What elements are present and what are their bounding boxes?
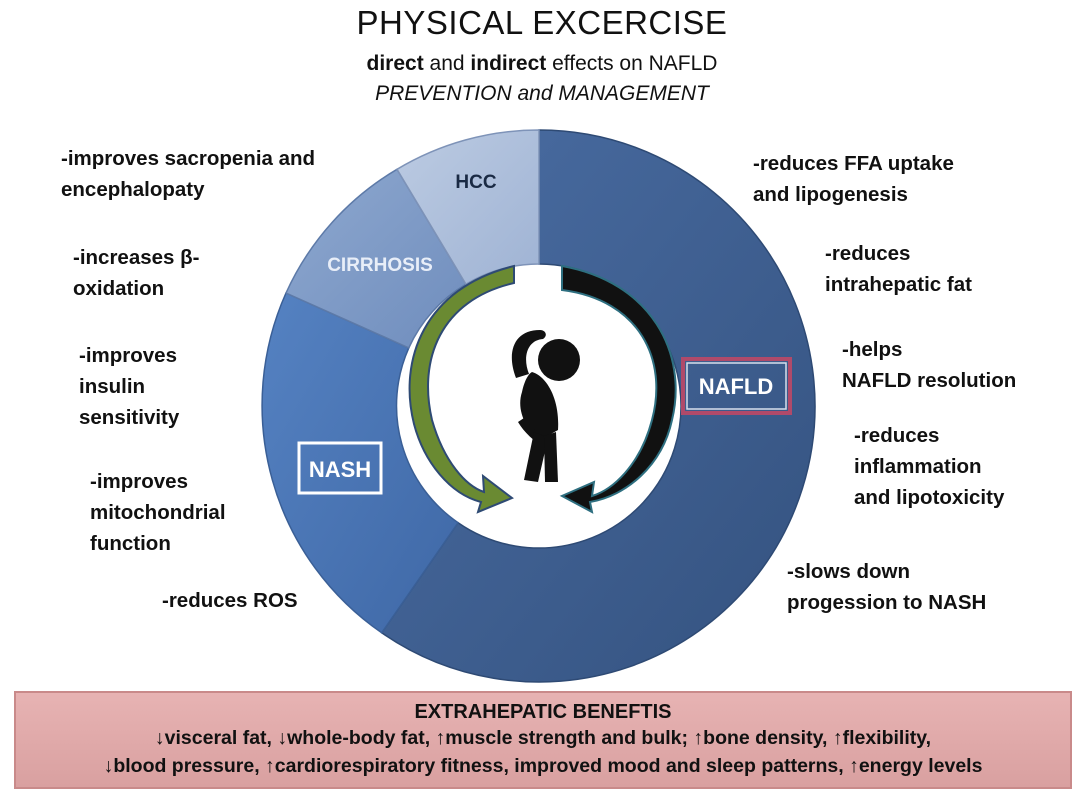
note-line: encephalopaty [61,178,205,201]
note-line: -reduces ROS [162,589,298,612]
note-line: -improves [79,344,177,367]
note-line: NAFLD resolution [842,369,1017,392]
subtitle-tail: effects on NAFLD [546,52,718,75]
black-arrow-icon [559,264,677,514]
note-line: progession to NASH [787,591,987,614]
note-line: -improves [90,470,188,493]
right-note-2: -reduces intrahepatic fat [825,238,972,300]
note-line: oxidation [73,277,165,300]
left-note-1: -improves sacropenia and encephalopaty [61,143,315,205]
left-note-5: -reduces ROS [162,585,298,616]
note-line: -reduces [825,242,911,265]
left-note-2: -increases β- oxidation [73,242,199,304]
label-cirrhosis: CIRRHOSIS [327,255,433,276]
left-note-3: -improves insulin sensitivity [79,340,179,433]
note-line: intrahepatic fat [825,273,972,296]
donut-diagram: HCC CIRRHOSIS NASH NAFLD [261,129,816,683]
note-line: -helps [842,338,903,361]
label-hcc: HCC [455,172,496,193]
stretching-person-icon [511,330,580,482]
subtitle-indirect: indirect [470,52,547,75]
note-line: -reduces FFA uptake [753,152,954,175]
note-line: sensitivity [79,406,180,429]
segment-nash [261,292,460,634]
benefits-line-2: ↓blood pressure, ↑cardiorespiratory fitn… [103,755,983,777]
note-line: mitochondrial [90,501,226,524]
right-note-3: -helps NAFLD resolution [842,334,1016,396]
note-line: -increases β- [73,246,200,269]
segment-nafld [380,129,816,683]
benefits-line-1: ↓visceral fat, ↓whole-body fat, ↑muscle … [154,727,932,749]
note-line: function [90,532,171,555]
right-note-5: -slows down progession to NASH [787,556,986,618]
note-line: inflammation [854,455,982,478]
note-line: -reduces [854,424,940,447]
green-arrow-icon [408,264,515,514]
subtitle-direct: direct [366,52,424,75]
nash-label-box [297,441,383,495]
note-line: and lipotoxicity [854,486,1005,509]
extrahepatic-benefits-box: EXTRAHEPATIC BENEFTIS ↓visceral fat, ↓wh… [14,691,1072,789]
diagram-title: PHYSICAL EXCERCISE [356,4,728,41]
note-line: -slows down [787,560,910,583]
left-note-4: -improves mitochondrial function [90,466,226,559]
subtitle-and: and [423,52,471,75]
nafld-label-box-inner [686,362,787,410]
label-nafld: NAFLD [699,374,774,399]
note-line: insulin [79,375,146,398]
benefits-title: EXTRAHEPATIC BENEFTIS [414,701,672,723]
label-nash: NASH [309,457,371,482]
diagram-subtitle-2: PREVENTION and MANAGEMENT [375,82,709,105]
note-line: -improves sacropenia and [61,147,316,170]
right-note-1: -reduces FFA uptake and lipogenesis [753,148,954,210]
note-line: and lipogenesis [753,183,908,206]
right-note-4: -reduces inflammation and lipotoxicity [854,420,1004,513]
nafld-label-box [681,357,792,415]
diagram-subtitle: direct and indirect effects on NAFLD [0,52,1084,76]
